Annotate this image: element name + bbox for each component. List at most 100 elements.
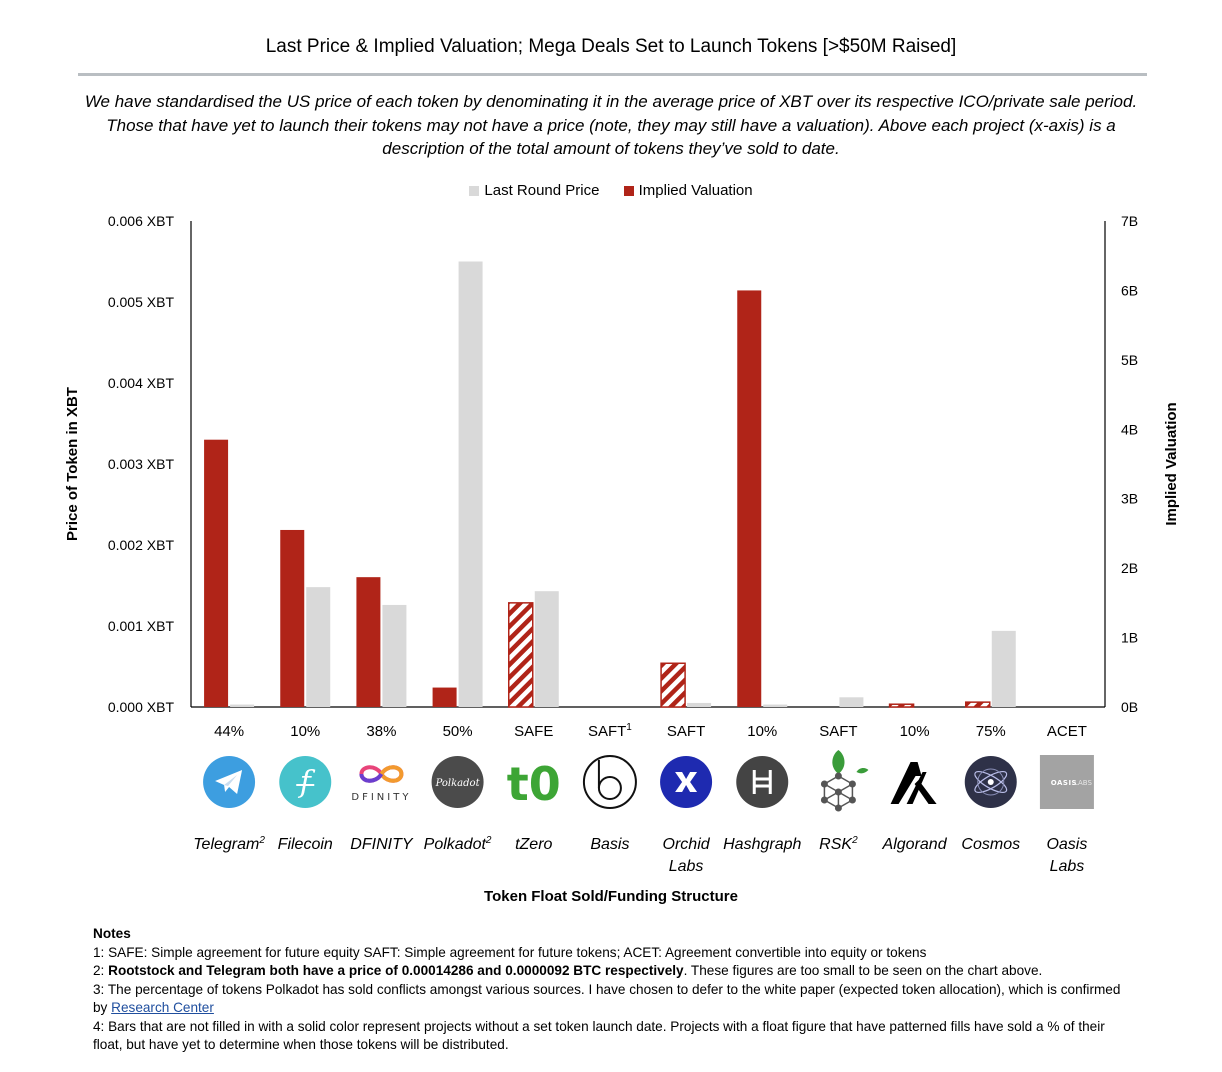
project-name-sup: 2 bbox=[851, 835, 858, 846]
hashgraph-icon bbox=[736, 756, 789, 808]
float-label: 10% bbox=[900, 723, 930, 740]
polkadot-wordmark: Polkadot bbox=[435, 778, 481, 789]
cosmos-orbit-1 bbox=[974, 771, 1008, 793]
price-bar bbox=[687, 702, 712, 707]
cosmos-orbit-2 bbox=[974, 771, 1008, 793]
float-label-text: 44% bbox=[214, 723, 244, 740]
float-label: SAFE bbox=[514, 723, 553, 740]
chart-subtitle: We have standardised the US price of eac… bbox=[84, 92, 1138, 158]
project-name: Hashgraph bbox=[723, 836, 801, 853]
notes-section: Notes 1: SAFE: Simple agreement for futu… bbox=[93, 925, 1133, 1055]
valuation-bar bbox=[888, 703, 915, 708]
valuation-bar bbox=[660, 662, 686, 708]
y2-tick-label: 6B bbox=[1121, 282, 1138, 298]
rsk-node bbox=[820, 780, 828, 788]
dfinity-wordmark: DFINITY bbox=[351, 792, 411, 803]
float-label: 44% bbox=[214, 723, 244, 740]
y2-tick-label: 2B bbox=[1121, 560, 1138, 576]
rsk-node bbox=[834, 788, 842, 796]
project-name-text: Orchid bbox=[663, 836, 711, 853]
valuation-bar bbox=[280, 529, 305, 707]
note-3: 3: The percentage of tokens Polkadot has… bbox=[93, 981, 1133, 1018]
project-name: Oasis bbox=[1046, 836, 1087, 853]
float-label: SAFT bbox=[819, 723, 857, 740]
filecoin-circle bbox=[279, 756, 332, 808]
float-label: 75% bbox=[976, 723, 1006, 740]
note-3-text: 3: The percentage of tokens Polkadot has… bbox=[93, 981, 1121, 1016]
float-label-text: 10% bbox=[747, 723, 777, 740]
valuation-bar bbox=[737, 290, 762, 707]
orchid-mark bbox=[675, 772, 698, 792]
float-label: 10% bbox=[290, 723, 320, 740]
project-name-text: Labs bbox=[1050, 858, 1085, 875]
float-label: 38% bbox=[366, 723, 396, 740]
valuation-bar bbox=[432, 687, 457, 707]
float-label: SAFT1 bbox=[588, 722, 632, 740]
project-name: Algorand bbox=[882, 836, 948, 853]
project-name-text: Oasis bbox=[1046, 836, 1087, 853]
project-name-text: Labs bbox=[669, 858, 704, 875]
legend-label-price: Last Round Price bbox=[484, 182, 600, 199]
oasis-sub-wordmark: LABS bbox=[1074, 779, 1093, 787]
cosmos-ring bbox=[977, 768, 1005, 796]
basis-outer-ring bbox=[582, 755, 637, 809]
project-name-text: Filecoin bbox=[278, 836, 333, 853]
project-name-text: DFINITY bbox=[350, 836, 414, 853]
note-2-bold: Rootstock and Telegram both have a price… bbox=[108, 963, 684, 978]
dfinity-icon: DFINITY bbox=[351, 765, 411, 803]
price-bar bbox=[306, 587, 331, 707]
note-2-prefix: 2: bbox=[93, 963, 109, 978]
oasis-wordmark: OASIS bbox=[1051, 779, 1077, 787]
project-name-text: Basis bbox=[590, 836, 629, 853]
telegram-icon bbox=[203, 756, 256, 808]
price-bar bbox=[839, 697, 864, 707]
valuation-bar bbox=[356, 577, 381, 707]
float-label-text: ACET bbox=[1047, 723, 1087, 740]
legend: Last Round Price Implied Valuation bbox=[0, 182, 1222, 200]
y-tick-label: 0.005 XBT bbox=[108, 294, 175, 310]
rsk-leaf bbox=[832, 750, 845, 774]
float-label-text: 10% bbox=[290, 723, 320, 740]
research-center-link[interactable]: Research Center bbox=[111, 1000, 214, 1015]
float-label: ACET bbox=[1047, 723, 1087, 740]
oasis-square bbox=[1039, 755, 1094, 809]
price-bar bbox=[991, 630, 1016, 707]
filecoin-icon: f bbox=[279, 756, 332, 808]
rsk-node bbox=[834, 804, 842, 812]
notes-heading: Notes bbox=[93, 926, 131, 941]
float-label: 10% bbox=[747, 723, 777, 740]
rsk-icon bbox=[820, 750, 869, 812]
valuation-bar bbox=[965, 701, 991, 708]
y2-tick-label: 5B bbox=[1121, 352, 1138, 368]
price-bar bbox=[382, 604, 407, 707]
project-name: DFINITY bbox=[350, 836, 414, 853]
float-label: SAFT bbox=[667, 723, 705, 740]
valuation-bar bbox=[508, 602, 534, 708]
float-label-text: SAFT bbox=[588, 723, 626, 740]
note-1: 1: SAFE: Simple agreement for future equ… bbox=[93, 944, 927, 960]
project-name-text: Cosmos bbox=[961, 836, 1020, 853]
polkadot-icon: Polkadot bbox=[431, 756, 484, 808]
project-name-sup: 2 bbox=[485, 835, 492, 846]
y-tick-label: 0.003 XBT bbox=[108, 456, 175, 472]
tzero-icon: t0 bbox=[507, 757, 561, 811]
legend-swatch-price bbox=[469, 185, 480, 196]
x-axis-title: Token Float Sold/Funding Structure bbox=[484, 888, 738, 905]
rsk-node bbox=[834, 772, 842, 780]
rsk-node bbox=[848, 796, 856, 804]
legend-item-price: Last Round Price bbox=[469, 182, 599, 199]
project-name-text: Telegram bbox=[193, 836, 259, 853]
algorand-mid bbox=[906, 772, 927, 804]
valuation-bar bbox=[204, 439, 229, 707]
cosmos-icon bbox=[964, 756, 1017, 808]
tzero-wordmark: t0 bbox=[507, 757, 561, 811]
float-label-sup: 1 bbox=[626, 722, 632, 733]
y2-tick-label: 1B bbox=[1121, 630, 1138, 646]
project-name: Polkadot2 bbox=[424, 835, 492, 853]
rsk-small-leaf bbox=[856, 768, 869, 774]
note-4: 4: Bars that are not filled in with a so… bbox=[93, 1018, 1105, 1053]
y2-tick-label: 7B bbox=[1121, 213, 1138, 229]
chart-title: Last Price & Implied Valuation; Mega Dea… bbox=[265, 36, 957, 57]
project-name-text: Polkadot bbox=[424, 836, 487, 853]
